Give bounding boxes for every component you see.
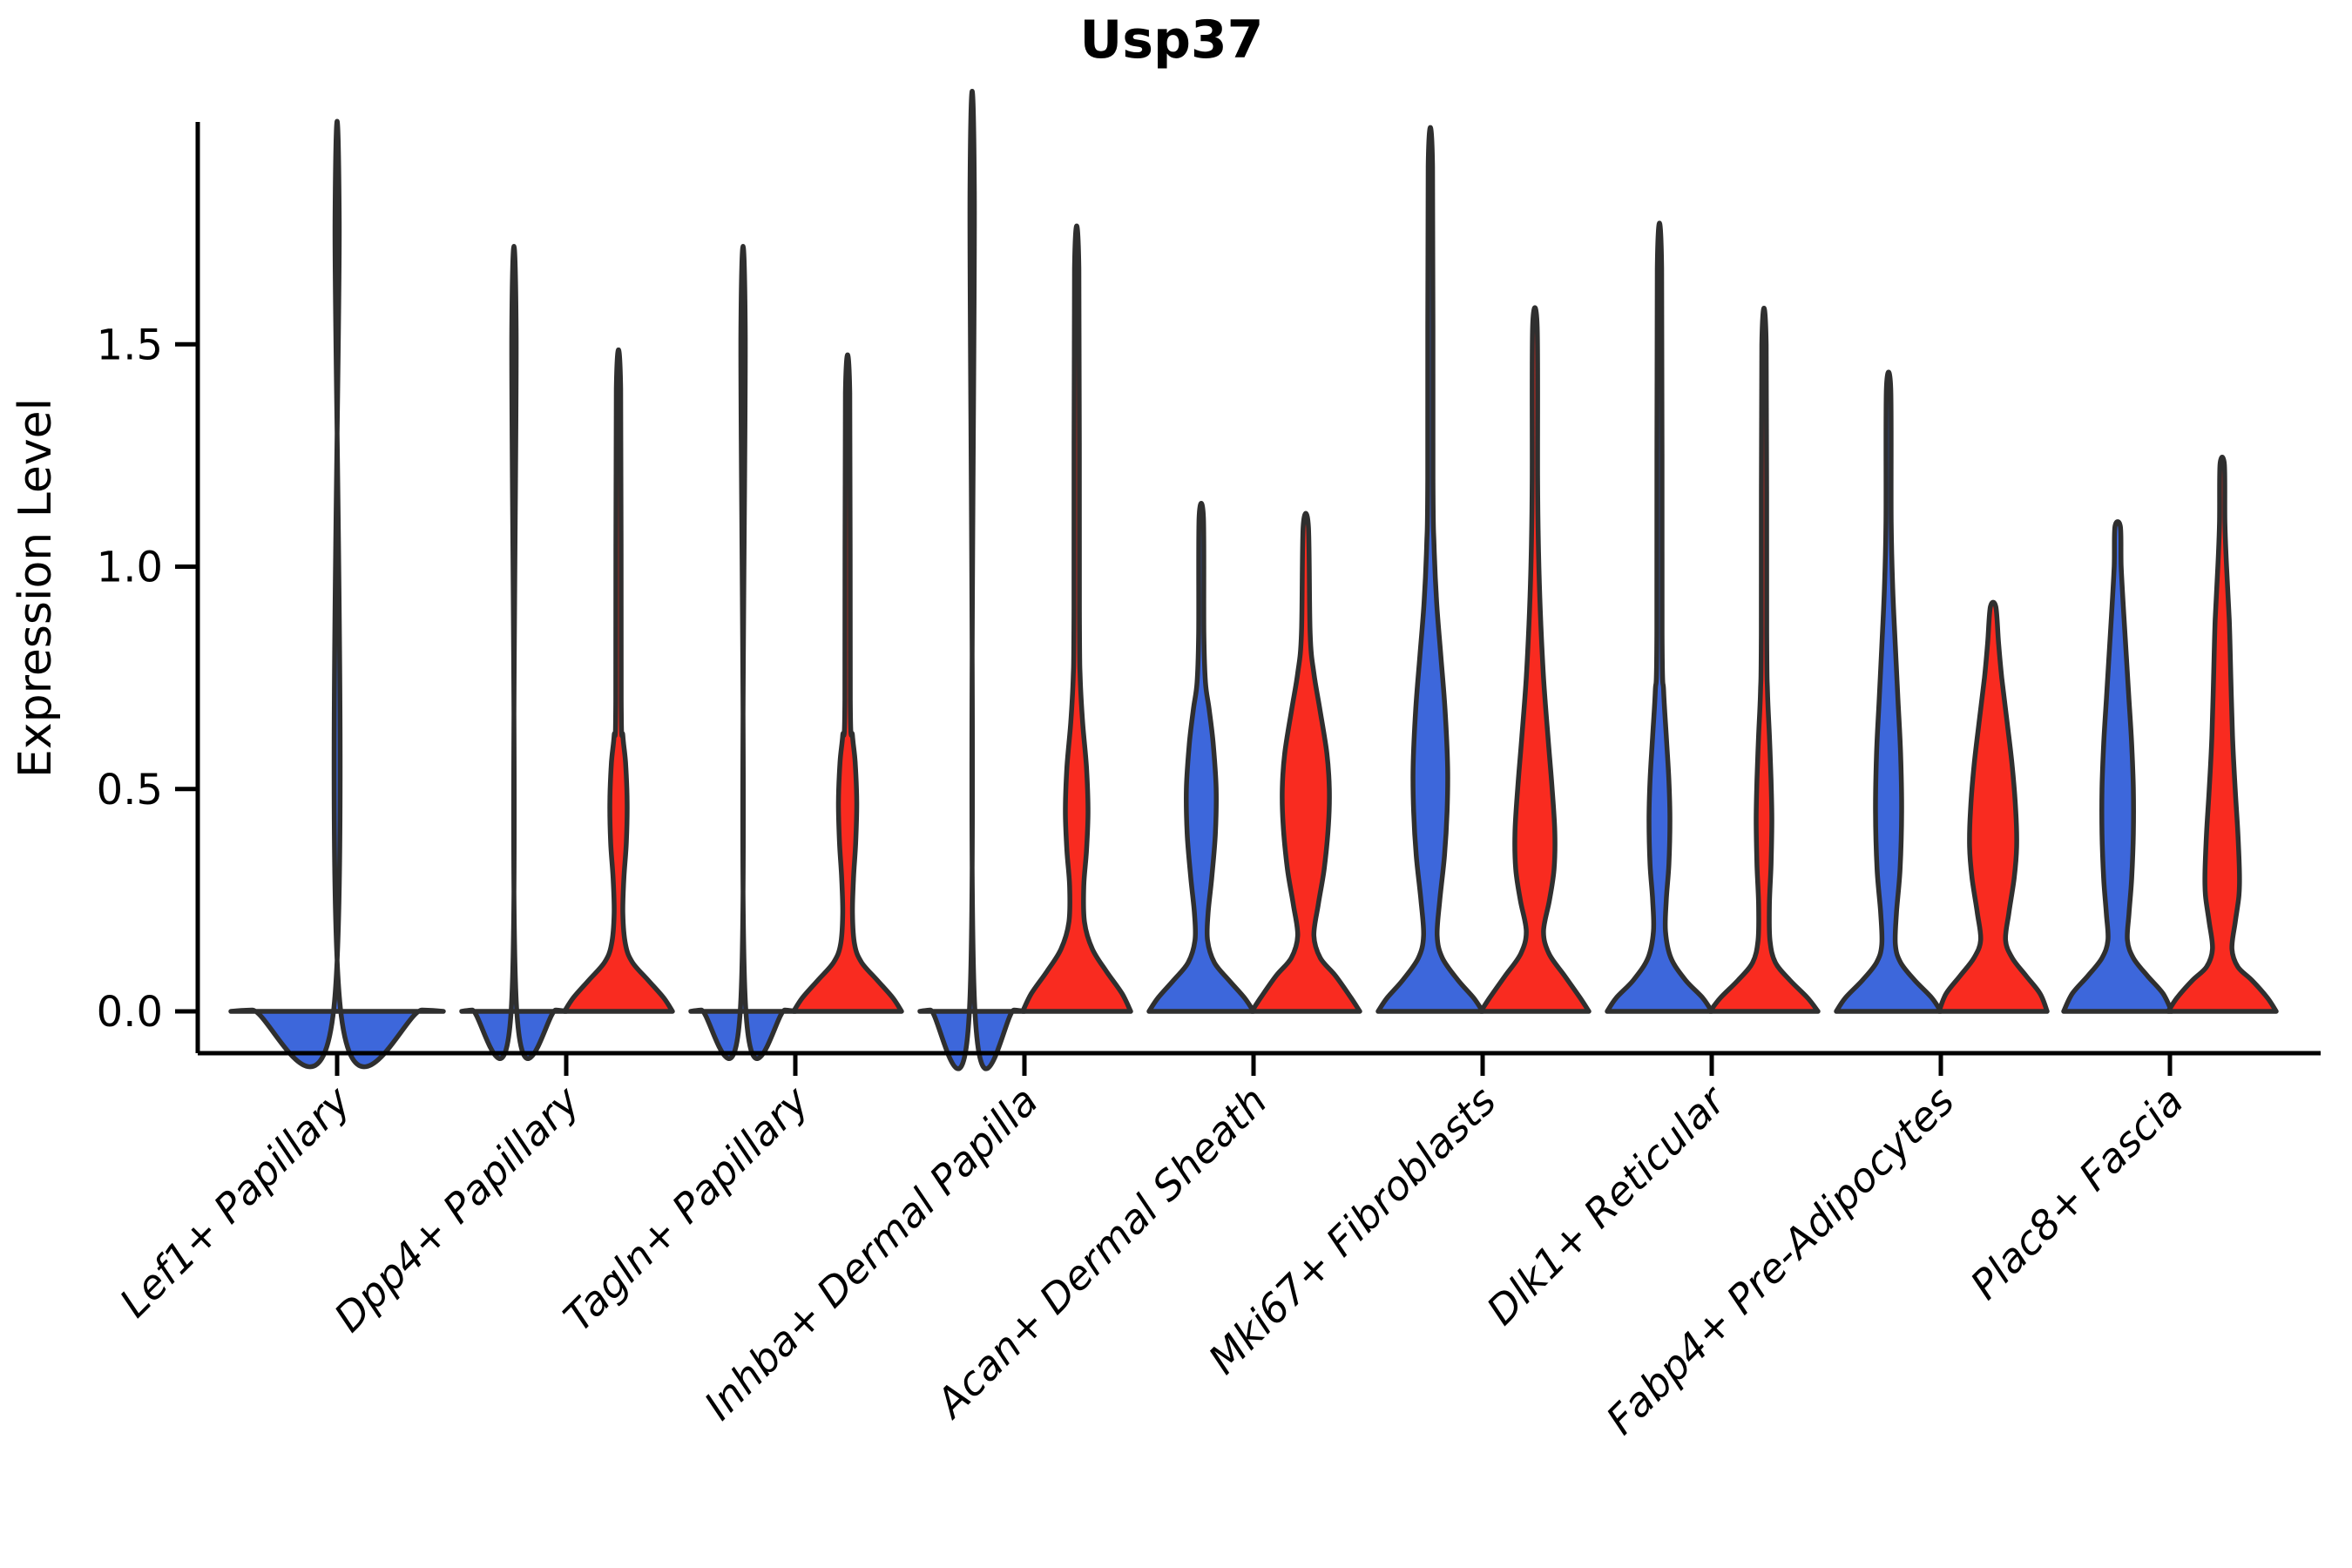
violin-tagln-papillary-left — [688, 244, 798, 1061]
violin-tagln-papillary-right — [791, 352, 904, 1014]
violins-layer — [228, 89, 2279, 1071]
chart-title: Usp37 — [1080, 10, 1264, 71]
x-tick-label-dlk1-reticular: Dlk1+ Reticular — [1477, 1075, 1736, 1334]
y-tick-label: 0.5 — [97, 766, 163, 814]
violin-acan-dermal-sheath-right — [1249, 510, 1362, 1014]
violin-fabp4-pre-adipocytes-left — [1834, 369, 1943, 1014]
violin-lef1-papillary-single — [228, 118, 446, 1070]
y-tick-label: 1.5 — [97, 321, 163, 369]
violin-dlk1-reticular-left — [1605, 220, 1714, 1014]
violin-acan-dermal-sheath-left — [1146, 501, 1256, 1014]
violin-dpp4-papillary-left — [459, 244, 569, 1061]
y-tick-label: 0.0 — [97, 988, 163, 1037]
x-tick-label-dpp4-papillary: Dpp4+ Papillary — [325, 1077, 589, 1341]
violin-fabp4-pre-adipocytes-right — [1936, 599, 2050, 1014]
y-ticks: 0.0 0.5 1.0 1.5 — [97, 321, 198, 1037]
violin-inhba-dermal-papilla-right — [1020, 223, 1133, 1014]
violin-plac8-fascia-left — [2061, 519, 2174, 1014]
violin-dpp4-papillary-right — [562, 347, 675, 1014]
violin-inhba-dermal-papilla-left — [917, 89, 1027, 1071]
x-tick-label-plac8-fascia: Plac8+ Fascia — [1961, 1078, 2192, 1308]
y-tick-label: 1.0 — [97, 544, 163, 592]
x-tick-label-tagln-papillary: Tagln+ Papillary — [554, 1077, 818, 1341]
violin-dlk1-reticular-right — [1707, 306, 1821, 1014]
violin-mki67-fibroblasts-left — [1375, 125, 1485, 1014]
violin-mki67-fibroblasts-right — [1478, 305, 1592, 1014]
x-tick-label-lef1-papillary: Lef1+ Papillary — [111, 1077, 360, 1326]
y-axis-label: Expression Level — [10, 398, 62, 778]
violin-plac8-fascia-right — [2166, 455, 2279, 1014]
